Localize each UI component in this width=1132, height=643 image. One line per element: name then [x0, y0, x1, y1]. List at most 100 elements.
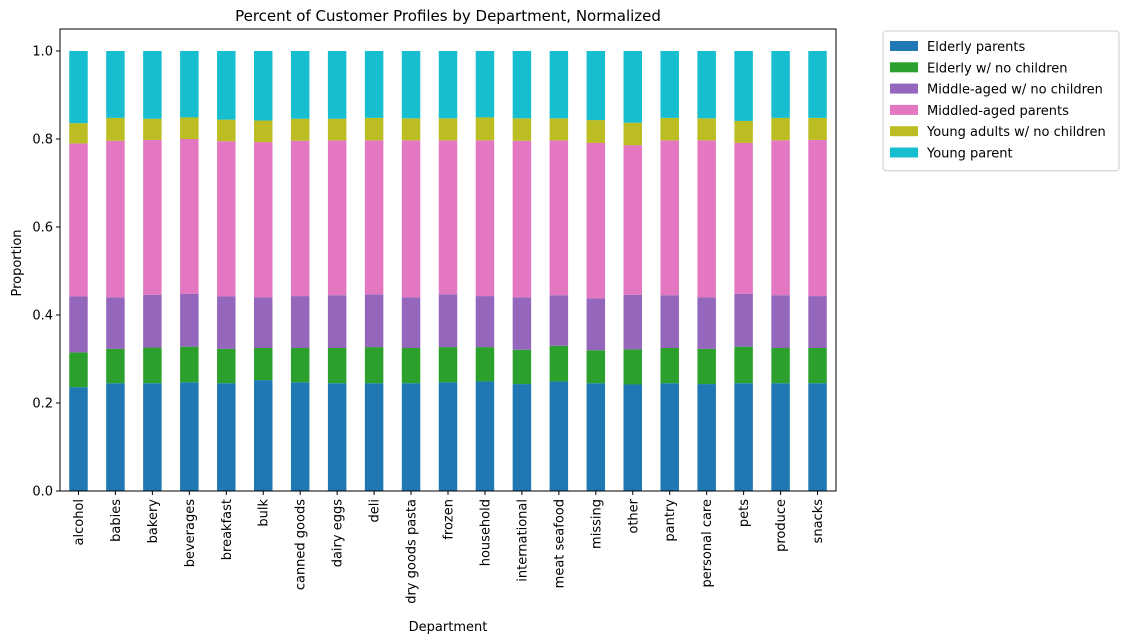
bar-segment [106, 51, 125, 118]
bar-segment [512, 118, 532, 141]
bar-segment [438, 347, 458, 383]
bar-segment [327, 383, 347, 491]
bar-segment [771, 383, 790, 491]
bar-segment [180, 51, 199, 118]
bar-segment [697, 348, 716, 385]
bar-segment [217, 119, 236, 142]
bar-segment [217, 51, 236, 120]
bar-segment [697, 384, 716, 491]
y-tick-label: 0.0 [32, 485, 53, 500]
legend-label: Young adults w/ no children [926, 125, 1106, 140]
x-tick-label: other [626, 498, 641, 533]
bar-segment [475, 51, 495, 118]
legend-label: Middle-aged w/ no children [927, 83, 1103, 98]
legend-swatch [890, 62, 918, 73]
bar-segment [364, 383, 384, 491]
legend-swatch [890, 83, 918, 94]
bar-segment [512, 349, 532, 385]
bar-segment [327, 348, 347, 384]
bar-segment [734, 383, 753, 491]
bar-segment [143, 139, 162, 295]
bar-segment [771, 348, 790, 384]
bar-segment [254, 297, 273, 348]
bar-segment [808, 117, 827, 140]
bar-segment [217, 141, 236, 297]
x-tick-label: pantry [663, 499, 678, 542]
bar-segment [290, 51, 310, 119]
bar-segment [143, 347, 162, 384]
bar-segment [143, 51, 162, 119]
bar-segment [771, 117, 790, 141]
bar-segment [106, 117, 125, 141]
bar-segment [364, 51, 384, 118]
bar-segment [401, 118, 421, 141]
x-tick-label: household [478, 499, 493, 566]
x-tick-label: produce [774, 499, 789, 552]
legend-swatch [890, 104, 918, 115]
bar-segment [180, 117, 199, 139]
bar-segment [549, 295, 569, 346]
bar-segment [586, 51, 606, 121]
bar-segment [290, 382, 310, 491]
bar-segment [69, 123, 88, 144]
axes-group: 0.0 0.2 0.4 0.6 0.8 1.0 alcohol babies bakery bev… [32, 28, 837, 604]
legend-swatch [890, 126, 918, 137]
bar-segment [549, 345, 569, 382]
bar-segment [771, 140, 790, 296]
y-tick-label: 1.0 [32, 45, 53, 60]
bar-segment [475, 140, 495, 297]
bar-segment [438, 382, 458, 491]
bar-segment [217, 348, 236, 384]
bar-segment [69, 352, 88, 388]
bar-segment [364, 347, 384, 384]
bar-segment [660, 383, 679, 491]
x-tick-label: dairy eggs [331, 499, 346, 568]
bar-segment [69, 51, 88, 124]
bar-segment [438, 118, 458, 141]
y-tick-label: 0.2 [32, 397, 53, 412]
bar-segment [401, 383, 421, 491]
bar-segment [623, 122, 642, 146]
bar-segment [327, 140, 347, 296]
x-tick-label: dry goods pasta [405, 499, 420, 604]
y-axis-label: Proportion [10, 229, 25, 296]
chart-title: Percent of Customer Profiles by Departme… [235, 7, 661, 25]
bar-segment [475, 381, 495, 491]
bar-segment [364, 294, 384, 348]
bar-segment [106, 348, 125, 384]
bar-segment [549, 381, 569, 491]
bar-segment [254, 51, 273, 121]
legend-label: Elderly w/ no children [927, 61, 1068, 76]
bar-segment [734, 293, 753, 347]
bar-segment [106, 140, 125, 298]
legend-label: Middled-aged parents [927, 104, 1069, 119]
bar-segment [364, 140, 384, 295]
legend-label: Young parent [926, 147, 1013, 162]
bar-segment [401, 140, 421, 298]
bar-segment [549, 51, 569, 119]
x-tick-label: bulk [257, 499, 272, 527]
bar-segment [180, 139, 199, 294]
bar-segment [290, 118, 310, 141]
bar-segment [697, 140, 716, 298]
bar-segment [438, 51, 458, 119]
bar-segment [512, 297, 532, 350]
bar-segment [808, 139, 827, 297]
bar-segment [438, 140, 458, 295]
x-tick-label: pets [737, 499, 752, 527]
y-tick-label: 0.4 [32, 309, 53, 324]
bar-segment [808, 348, 827, 384]
bar-segment [254, 142, 273, 298]
bar-segment [660, 140, 679, 296]
x-tick-label: beverages [183, 499, 198, 568]
x-tick-label: meat seafood [552, 499, 567, 588]
bars-group [69, 51, 827, 491]
bar-segment [69, 143, 88, 297]
bar-segment [697, 297, 716, 349]
bar-segment [180, 293, 199, 347]
bar-segment [586, 350, 606, 384]
bar-segment [401, 51, 421, 119]
bar-segment [660, 348, 679, 384]
bar-segment [586, 142, 606, 299]
bar-segment [401, 348, 421, 384]
